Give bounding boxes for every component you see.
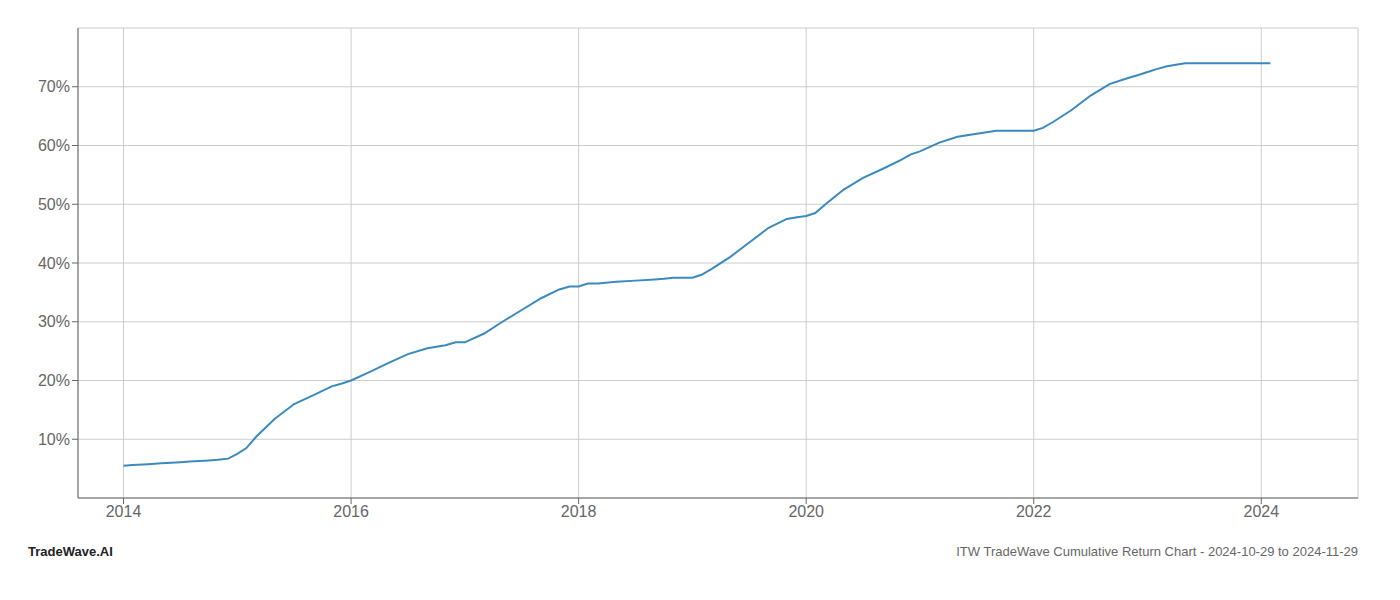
svg-text:2022: 2022 — [1016, 503, 1052, 520]
svg-text:10%: 10% — [38, 431, 70, 448]
svg-text:30%: 30% — [38, 313, 70, 330]
html-text:TradeWave.AI: TradeWave.AI — [28, 544, 113, 559]
svg-text:2020: 2020 — [788, 503, 824, 520]
svg-text:2024: 2024 — [1243, 503, 1279, 520]
svg-text:2014: 2014 — [106, 503, 142, 520]
svg-text:70%: 70% — [38, 78, 70, 95]
html-text:ITW TradeWave Cumulative Retur: ITW TradeWave Cumulative Return Chart - … — [956, 544, 1358, 559]
svg-text:60%: 60% — [38, 137, 70, 154]
svg-text:2016: 2016 — [333, 503, 369, 520]
svg-text:40%: 40% — [38, 255, 70, 272]
svg-text:50%: 50% — [38, 196, 70, 213]
svg-text:20%: 20% — [38, 372, 70, 389]
svg-text:2018: 2018 — [561, 503, 597, 520]
